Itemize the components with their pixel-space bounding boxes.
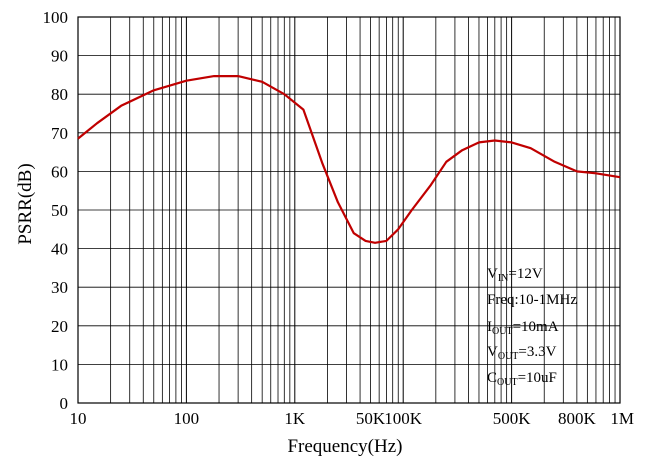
y-tick-label: 90 [51,47,68,66]
y-tick-labels: 0 10 20 30 40 50 60 70 80 90 100 [43,8,69,413]
x-tick-label: 1K [284,409,306,428]
y-tick-label: 40 [51,240,68,259]
y-tick-label: 20 [51,317,68,336]
freq-note: Freq:10-1MHz [487,292,577,308]
conditions-legend: VIN=12V Freq:10-1MHz IOUT=10mA VOUT=3.3V… [487,266,577,388]
cout-note: COUT=10uF [487,370,557,388]
x-tick-label: 50K [356,409,386,428]
vin-note: VIN=12V [487,266,543,284]
x-tick-label: 100K [384,409,423,428]
y-tick-label: 60 [51,162,68,181]
chart-grid [78,17,620,403]
y-tick-label: 80 [51,85,68,104]
x-axis-label: Frequency(Hz) [287,436,402,457]
x-tick-label: 500K [493,409,532,428]
x-tick-label: 100 [174,409,200,428]
y-tick-label: 50 [51,201,68,220]
x-tick-label: 1M [610,409,634,428]
vout-note: VOUT=3.3V [487,344,557,362]
psrr-curve [77,74,621,244]
x-tick-label: 800K [558,409,597,428]
y-tick-label: 100 [43,8,69,27]
y-axis-label: PSRR(dB) [15,163,36,244]
y-tick-label: 0 [60,394,69,413]
x-tick-label: 10 [70,409,87,428]
plot-frame [77,16,621,404]
y-tick-label: 30 [51,278,68,297]
x-tick-labels: 10 100 1K 50K 100K 500K 800K 1M [70,409,635,428]
iout-note: IOUT=10mA [487,319,559,337]
y-tick-label: 70 [51,124,68,143]
y-tick-label: 10 [51,355,68,374]
